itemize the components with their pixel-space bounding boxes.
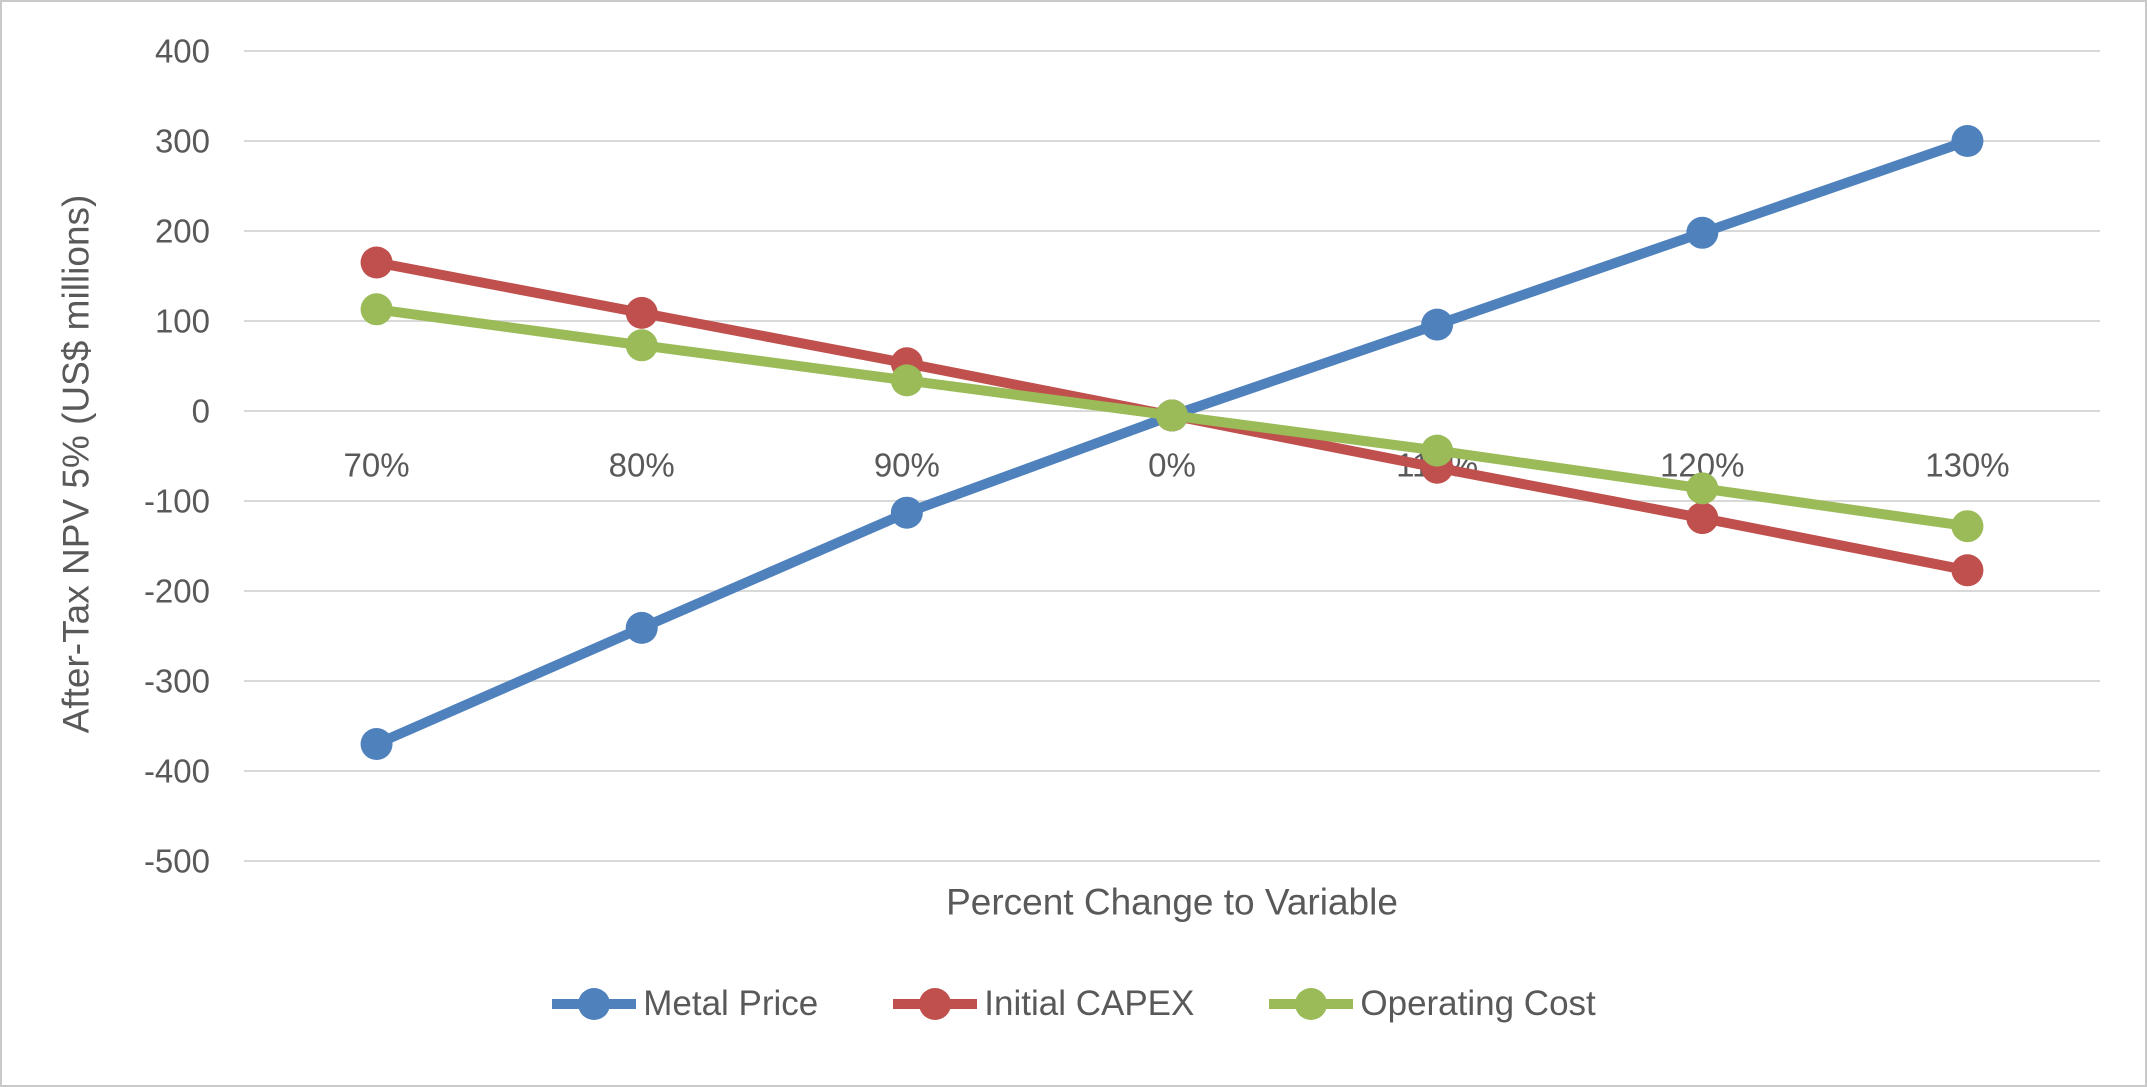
y-axis-tick-labels: 400 300 200 100 0 -100 -200 -300 -400 -500: [144, 33, 210, 880]
y-tick-label: 200: [155, 213, 210, 250]
y-tick-label: -500: [144, 843, 210, 880]
legend-item-initial-capex: Initial CAPEX: [892, 984, 1194, 1024]
y-tick-label: 0: [192, 393, 210, 430]
data-point-operating-cost: [1951, 510, 1984, 543]
data-point-metal-price: [360, 728, 393, 760]
data-point-operating-cost: [1686, 472, 1719, 505]
data-point-initial-capex: [1951, 554, 1984, 587]
data-point-operating-cost: [890, 364, 923, 397]
x-tick-label: 70%: [344, 447, 410, 484]
data-point-metal-price: [1421, 308, 1454, 341]
legend-label-initial-capex: Initial CAPEX: [984, 984, 1195, 1023]
legend-item-metal-price: Metal Price: [551, 984, 818, 1024]
data-point-operating-cost: [1156, 399, 1188, 432]
data-point-operating-cost: [360, 293, 393, 326]
legend-marker-initial-capex-icon: [893, 988, 978, 1020]
x-axis-tick-labels: 70%80%90%0%110%120%130%: [344, 447, 2010, 484]
y-tick-label: 300: [155, 123, 210, 160]
x-tick-label: 130%: [1925, 447, 2009, 484]
x-tick-label: 90%: [874, 447, 940, 484]
y-tick-label: -300: [144, 663, 210, 700]
series-lines: [360, 125, 1984, 760]
data-point-metal-price: [625, 611, 658, 644]
y-tick-label: 400: [155, 33, 210, 70]
legend-marker-operating-cost-icon: [1269, 988, 1354, 1020]
data-point-operating-cost: [625, 329, 658, 362]
legend-label-operating-cost: Operating Cost: [1360, 984, 1596, 1023]
legend-item-operating-cost: Operating Cost: [1268, 984, 1596, 1024]
x-tick-label: 0%: [1148, 447, 1196, 484]
data-point-metal-price: [1951, 125, 1984, 157]
data-point-initial-capex: [360, 246, 393, 279]
y-tick-label: 100: [155, 303, 210, 340]
data-point-operating-cost: [1421, 434, 1454, 467]
legend-marker-metal-price-icon: [552, 988, 637, 1020]
y-tick-label: -400: [144, 753, 210, 790]
y-tick-label: -200: [144, 573, 210, 610]
data-point-metal-price: [1686, 216, 1719, 249]
x-tick-label: 80%: [609, 447, 675, 484]
y-axis-title: After-Tax NPV 5% (US$ millions): [56, 195, 97, 734]
legend-label-metal-price: Metal Price: [643, 984, 819, 1023]
data-point-initial-capex: [625, 296, 658, 329]
y-tick-label: -100: [144, 483, 210, 520]
data-point-initial-capex: [1686, 502, 1719, 535]
chart-legend: Metal Price Initial CAPEX Operating Cost: [2, 984, 2145, 1024]
data-point-metal-price: [890, 496, 923, 529]
x-axis-title: Percent Change to Variable: [946, 882, 1398, 923]
